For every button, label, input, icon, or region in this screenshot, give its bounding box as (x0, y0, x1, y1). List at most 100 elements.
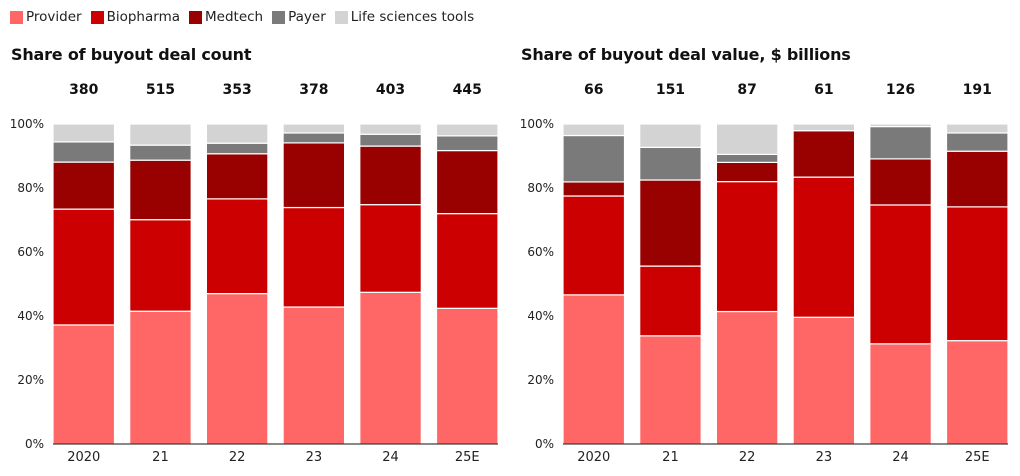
legend-item-payer: Payer (272, 9, 326, 25)
y-tick-label: 60% (527, 245, 554, 259)
bar-segment-life-sciences-tools (945, 123, 1009, 134)
bar-segment-life-sciences-tools (792, 123, 856, 132)
total-label: 126 (886, 82, 915, 98)
bar-segment-biopharma (792, 176, 856, 318)
bar-segment-biopharma (129, 219, 192, 312)
bar-segment-medtech (129, 159, 192, 221)
bar-segment-biopharma (715, 181, 779, 313)
bar-segment-life-sciences-tools (129, 123, 192, 146)
y-tick-label: 0% (535, 437, 554, 451)
x-tick-label: 24 (892, 450, 909, 465)
bar-segment-provider (792, 316, 856, 445)
x-tick-label: 23 (306, 450, 323, 465)
legend-swatch (189, 10, 202, 24)
bar-segment-provider (945, 340, 1009, 445)
x-tick-label: 24 (382, 450, 399, 465)
bar-segment-payer (129, 144, 192, 161)
y-tick-label: 80% (527, 181, 554, 195)
legend-swatch (10, 10, 23, 24)
bar-segment-provider (639, 335, 702, 445)
bar-segment-medtech (282, 142, 346, 209)
bar-segment-provider (359, 291, 422, 445)
legend-swatch (334, 10, 348, 24)
legend-label: Provider (26, 9, 82, 25)
bar-segment-biopharma (359, 204, 422, 293)
bar-segment-provider (52, 324, 116, 445)
total-label: 380 (69, 82, 98, 98)
legend-item-life-sciences-tools: Life sciences tools (334, 9, 475, 25)
bar-segment-payer (52, 141, 116, 163)
x-tick-label: 25E (965, 450, 990, 465)
bar-segment-payer (562, 134, 626, 183)
y-tick-label: 20% (527, 373, 554, 387)
legend-label: Medtech (205, 9, 264, 25)
x-tick-label: 25E (455, 450, 480, 465)
bar-segment-biopharma (52, 208, 116, 326)
bar-segment-medtech (792, 130, 856, 178)
y-tick-label: 40% (17, 309, 44, 323)
bar-segment-medtech (205, 153, 269, 200)
bar-segment-life-sciences-tools (282, 123, 346, 134)
y-tick-label: 100% (520, 117, 554, 131)
legend-label: Life sciences tools (350, 9, 475, 25)
bar-segment-payer (639, 146, 702, 181)
chart-title-deal-count: Share of buyout deal count (11, 45, 252, 64)
bar-segment-provider (282, 306, 346, 445)
legend: Provider Biopharma Medtech Payer Life sc… (10, 9, 474, 25)
bar-segment-payer (715, 153, 779, 163)
total-label: 378 (299, 82, 328, 98)
bar-segment-life-sciences-tools (52, 123, 116, 143)
bar-segment-medtech (715, 161, 779, 183)
bar-segment-provider (715, 310, 779, 445)
bar-segment-payer (282, 132, 346, 144)
x-tick-label: 23 (816, 450, 833, 465)
y-tick-label: 100% (10, 117, 44, 131)
total-label: 66 (584, 82, 603, 98)
bar-segment-medtech (639, 179, 702, 267)
legend-label: Biopharma (106, 9, 180, 25)
bar-segment-medtech (359, 145, 422, 206)
legend-item-medtech: Medtech (189, 9, 263, 25)
chart-title-deal-value: Share of buyout deal value, $ billions (521, 45, 851, 64)
bar-segment-life-sciences-tools (435, 123, 499, 137)
bar-segment-biopharma (282, 206, 346, 308)
total-label: 87 (737, 82, 756, 98)
bar-segment-life-sciences-tools (359, 123, 422, 135)
total-label: 191 (963, 82, 992, 98)
bar-segment-medtech (562, 181, 626, 197)
bar-segment-payer (945, 132, 1009, 152)
bar-segment-biopharma (945, 206, 1009, 342)
legend-label: Payer (288, 9, 326, 25)
bar-segment-medtech (945, 150, 1009, 208)
bar-segment-payer (359, 133, 422, 147)
bar-segment-biopharma (435, 213, 499, 309)
total-label: 445 (453, 82, 482, 98)
bar-segment-biopharma (869, 204, 932, 345)
bar-segment-life-sciences-tools (639, 123, 702, 148)
bar-segment-biopharma (562, 195, 626, 296)
bar-segment-life-sciences-tools (562, 123, 626, 137)
x-tick-label: 22 (739, 450, 756, 465)
legend-swatch (90, 10, 104, 24)
bar-segment-provider (205, 293, 269, 445)
bar-segment-life-sciences-tools (869, 123, 932, 128)
bar-segment-provider (562, 294, 626, 445)
legend-item-biopharma: Biopharma (90, 9, 180, 25)
y-tick-label: 60% (17, 245, 44, 259)
bar-segment-provider (129, 310, 192, 445)
bar-segment-medtech (435, 149, 499, 215)
x-tick-label: 2020 (67, 450, 100, 465)
bar-segment-medtech (869, 158, 932, 206)
x-tick-label: 22 (229, 450, 246, 465)
x-tick-label: 21 (152, 450, 169, 465)
x-tick-label: 21 (662, 450, 679, 465)
total-label: 515 (146, 82, 175, 98)
y-tick-label: 0% (25, 437, 44, 451)
bar-segment-payer (205, 142, 269, 155)
bar-segment-biopharma (205, 198, 269, 295)
bar-segment-provider (869, 343, 932, 445)
total-label: 151 (656, 82, 685, 98)
bar-segment-payer (869, 125, 932, 160)
legend-swatch (272, 10, 286, 24)
